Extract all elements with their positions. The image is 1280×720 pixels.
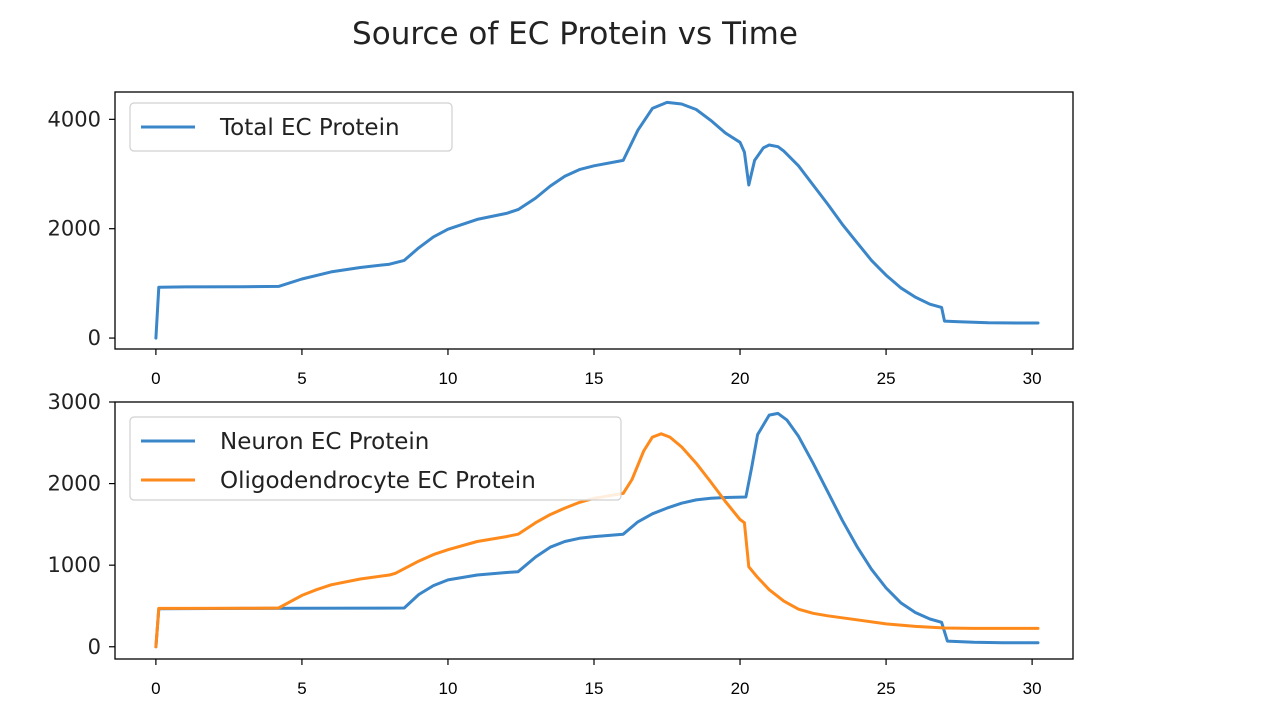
bottom-legend-label: Oligodendrocyte EC Protein (220, 468, 536, 494)
bottom-y-tick-label: 1000 (48, 553, 101, 577)
top-series-lines (154, 100, 1040, 340)
bottom-y-tick-label: 3000 (48, 390, 101, 414)
bottom-legend-box (129, 416, 622, 501)
bottom-legend-label: Neuron EC Protein (220, 429, 429, 455)
bottom-x-tick-label: 25 (877, 679, 896, 698)
top-x-tick-label: 0 (151, 369, 160, 388)
top-legend: Total EC Protein (129, 102, 453, 152)
bottom-series-lines (154, 411, 1040, 649)
figure-title: Source of EC Protein vs Time (352, 16, 798, 52)
series-line-total-ec-protein (154, 100, 1040, 340)
bottom-x-axis: 0 5 10 15 20 25 30 (151, 659, 1042, 698)
bottom-x-tick-label: 20 (731, 679, 750, 698)
bottom-x-tick-label: 0 (151, 679, 160, 698)
series-line-neuron-ec-protein (154, 411, 1040, 649)
top-x-tick-label: 25 (877, 369, 896, 388)
bottom-y-axis: 0 1000 2000 3000 (48, 390, 115, 659)
top-x-axis: 0 5 10 15 20 25 30 (151, 349, 1042, 388)
top-x-tick-label: 30 (1023, 369, 1042, 388)
top-y-axis: 0 2000 4000 (48, 107, 115, 350)
bottom-subplot: 0 1000 2000 3000 0 5 10 15 20 25 30 Neuron EC Pro… (48, 390, 1074, 698)
top-y-tick-label: 0 (88, 326, 101, 350)
bottom-legend: Neuron EC Protein Oligodendrocyte EC Prot… (129, 416, 622, 501)
top-x-tick-label: 15 (585, 369, 604, 388)
top-x-tick-label: 20 (731, 369, 750, 388)
bottom-y-tick-label: 2000 (48, 472, 101, 496)
top-y-tick-label: 2000 (48, 217, 101, 241)
top-x-tick-label: 10 (439, 369, 458, 388)
bottom-x-tick-label: 30 (1023, 679, 1042, 698)
bottom-x-tick-label: 10 (439, 679, 458, 698)
top-legend-label: Total EC Protein (219, 115, 400, 141)
top-subplot: 0 2000 4000 0 5 10 15 20 25 30 Total EC Protein (48, 91, 1074, 388)
top-x-tick-label: 5 (297, 369, 306, 388)
top-legend-box (129, 102, 453, 152)
bottom-x-tick-label: 5 (297, 679, 306, 698)
bottom-x-tick-label: 15 (585, 679, 604, 698)
bottom-y-tick-label: 0 (88, 635, 101, 659)
series-line-oligodendrocyte-ec-protein (154, 432, 1040, 649)
top-y-tick-label: 4000 (48, 107, 101, 131)
